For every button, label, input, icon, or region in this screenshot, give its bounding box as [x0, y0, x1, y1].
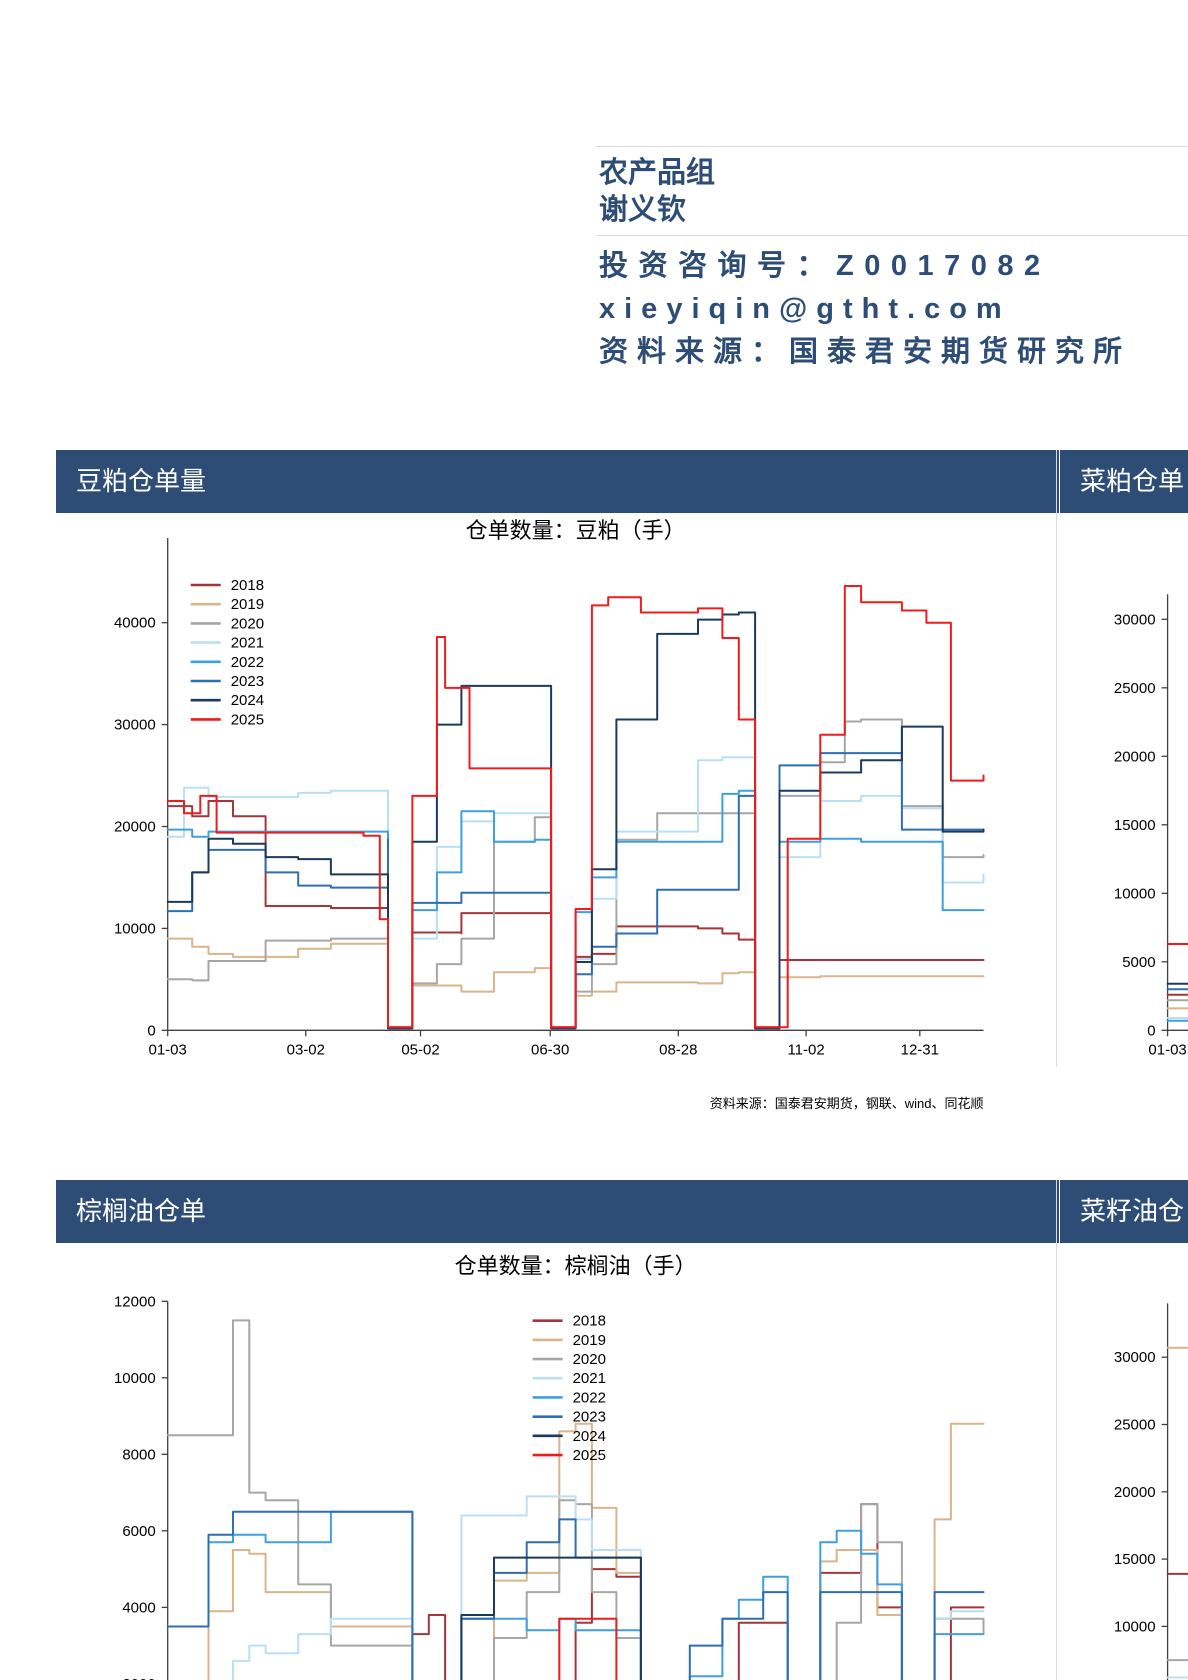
- svg-text:8000: 8000: [122, 1446, 155, 1463]
- svg-text:2021: 2021: [231, 635, 264, 652]
- svg-text:01-03: 01-03: [149, 1041, 187, 1058]
- svg-text:20000: 20000: [114, 819, 156, 836]
- svg-text:30000: 30000: [1114, 1349, 1156, 1366]
- svg-text:15000: 15000: [1114, 1551, 1156, 1568]
- svg-text:2022: 2022: [231, 654, 264, 671]
- svg-text:20000: 20000: [1114, 748, 1156, 765]
- svg-text:10000: 10000: [114, 1370, 156, 1387]
- svg-text:15000: 15000: [1114, 817, 1156, 834]
- svg-text:2022: 2022: [573, 1389, 606, 1406]
- svg-text:2019: 2019: [231, 596, 264, 613]
- svg-text:30000: 30000: [114, 717, 156, 734]
- svg-text:2021: 2021: [573, 1370, 606, 1387]
- svg-text:20000: 20000: [1114, 1484, 1156, 1501]
- svg-text:0: 0: [1147, 1022, 1155, 1039]
- svg-text:4000: 4000: [122, 1599, 155, 1616]
- svg-text:40000: 40000: [114, 615, 156, 632]
- svg-text:2020: 2020: [231, 615, 264, 632]
- svg-text:25000: 25000: [1114, 1417, 1156, 1434]
- svg-text:10000: 10000: [114, 920, 156, 937]
- svg-text:10000: 10000: [1114, 885, 1156, 902]
- svg-text:5000: 5000: [1122, 954, 1155, 971]
- svg-text:03-02: 03-02: [287, 1041, 325, 1058]
- svg-text:08-28: 08-28: [659, 1041, 697, 1058]
- svg-text:06-30: 06-30: [531, 1041, 569, 1058]
- svg-text:2024: 2024: [231, 692, 264, 709]
- svg-text:0: 0: [147, 1022, 155, 1039]
- svg-text:12-31: 12-31: [901, 1041, 939, 1058]
- svg-text:仓单数量：棕榈油（手）: 仓单数量：棕榈油（手）: [455, 1254, 697, 1279]
- svg-text:2000: 2000: [122, 1676, 155, 1680]
- svg-text:2018: 2018: [231, 577, 264, 594]
- svg-text:30000: 30000: [1114, 611, 1156, 628]
- svg-text:2020: 2020: [573, 1351, 606, 1368]
- svg-text:01-03: 01-03: [1148, 1041, 1186, 1058]
- svg-text:10000: 10000: [1114, 1618, 1156, 1635]
- svg-text:2025: 2025: [573, 1447, 606, 1464]
- svg-text:2018: 2018: [573, 1313, 606, 1330]
- svg-text:仓单数量：豆粕（手）: 仓单数量：豆粕（手）: [466, 518, 686, 543]
- svg-text:11-02: 11-02: [787, 1041, 824, 1058]
- svg-text:2019: 2019: [573, 1332, 606, 1349]
- svg-text:6000: 6000: [122, 1523, 155, 1540]
- svg-text:2025: 2025: [231, 711, 264, 728]
- svg-text:2023: 2023: [573, 1409, 606, 1426]
- svg-text:25000: 25000: [1114, 680, 1156, 697]
- svg-text:12000: 12000: [114, 1293, 156, 1310]
- svg-text:2024: 2024: [573, 1428, 606, 1445]
- svg-text:资料来源：国泰君安期货，钢联、wind、同花顺: 资料来源：国泰君安期货，钢联、wind、同花顺: [710, 1096, 984, 1111]
- svg-text:2023: 2023: [231, 673, 264, 690]
- svg-text:05-02: 05-02: [401, 1041, 439, 1058]
